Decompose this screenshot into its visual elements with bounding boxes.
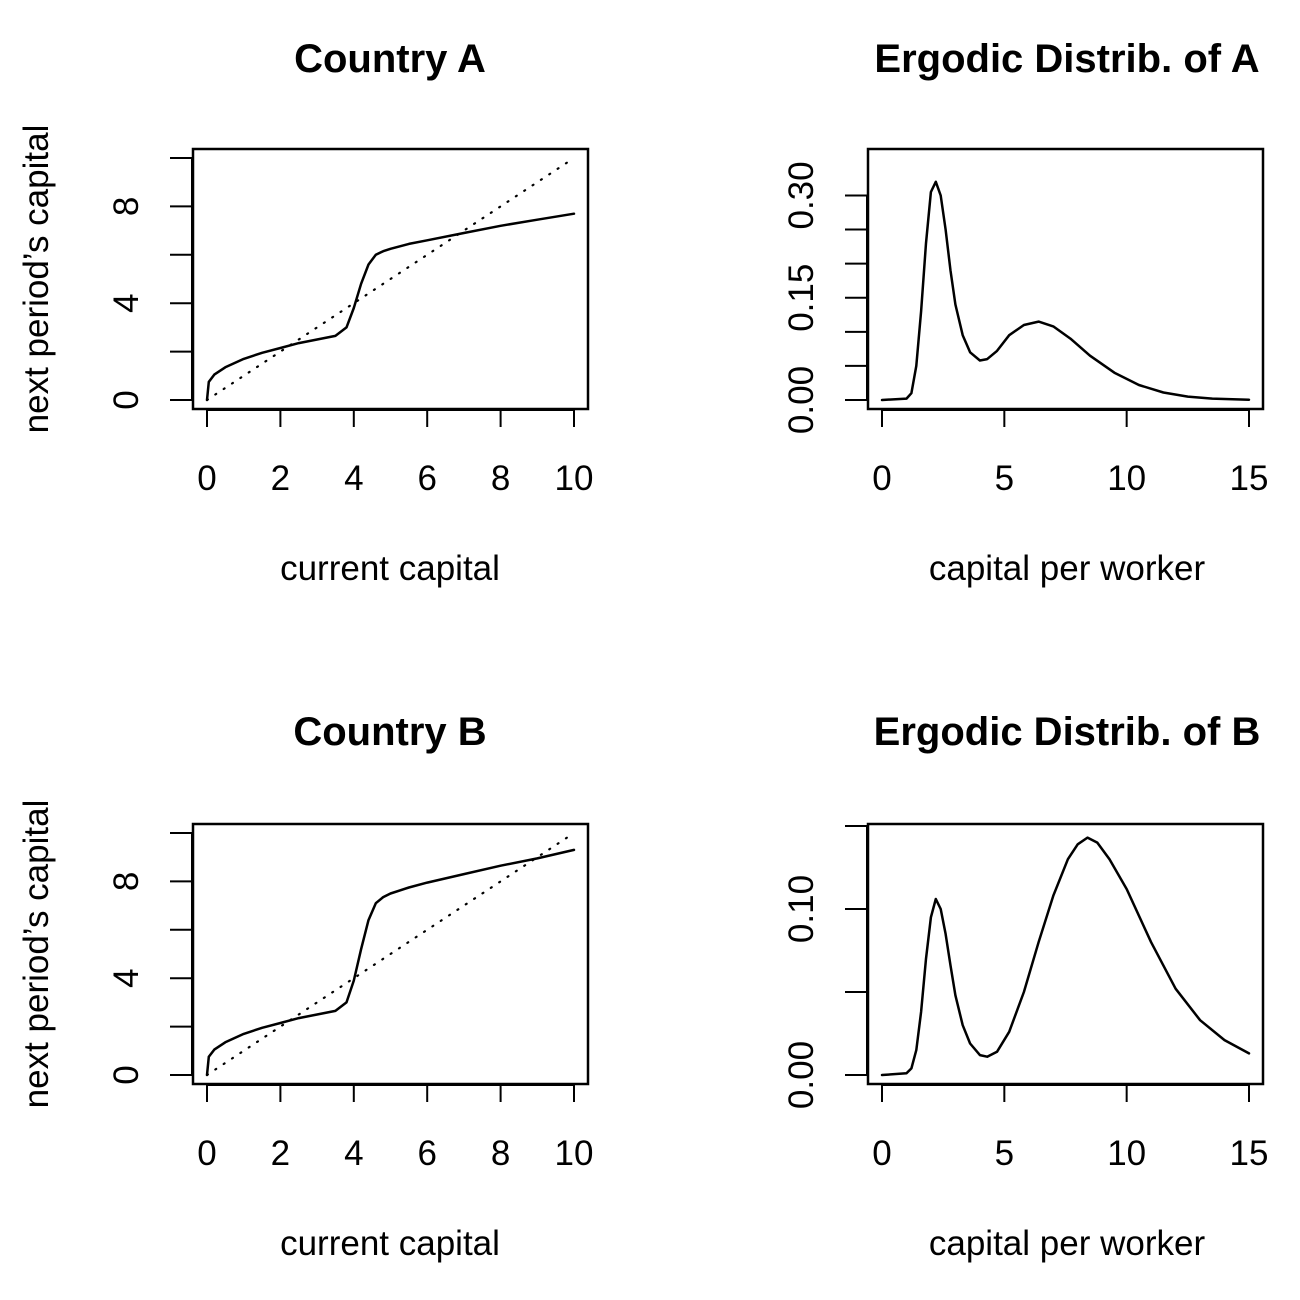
y-tick-label: 0.00 [782,1041,821,1109]
x-tick-label: 15 [1230,459,1269,498]
x-tick-label: 2 [271,459,290,498]
series-line-1 [880,836,1251,1077]
plot-frame [866,147,1265,411]
x-axis-label: capital per worker [929,549,1206,588]
y-tick-label: 0.10 [782,875,821,943]
x-tick-label: 0 [197,459,216,498]
series-line-1 [880,180,1251,402]
x-tick-label: 5 [995,459,1014,498]
chart-title: Country B [293,710,486,754]
y-tick-label: 0 [107,390,146,409]
y-axis-label: next period’s capital [17,800,56,1109]
x-axis-label: current capital [280,549,500,588]
series-line-45-degree [205,831,576,1077]
chart-title: Ergodic Distrib. of B [874,710,1261,754]
x-tick-label: 15 [1230,1134,1269,1173]
x-tick-label: 4 [344,1134,363,1173]
chart-panel-4: Ergodic Distrib. of B capital per worker 0… [782,710,1268,1263]
x-tick-label: 5 [995,1134,1014,1173]
y-tick-label: 0.15 [782,264,821,332]
chart-title: Ergodic Distrib. of A [874,37,1259,81]
y-tick-label: 8 [107,197,146,216]
x-tick-label: 0 [872,459,891,498]
chart-panel-2: Ergodic Distrib. of A capital per worker 0… [782,37,1268,588]
x-tick-label: 4 [344,459,363,498]
x-tick-label: 6 [417,459,436,498]
y-tick-label: 0 [107,1065,146,1084]
chart-title: Country A [294,37,486,81]
y-tick-label: 4 [107,293,146,312]
x-tick-label: 10 [1107,459,1146,498]
series-line-1 [205,848,576,1077]
x-tick-label: 0 [872,1134,891,1173]
x-tick-label: 2 [271,1134,290,1173]
y-tick-label: 0.30 [782,161,821,229]
y-tick-label: 8 [107,872,146,891]
y-tick-label: 0.00 [782,366,821,434]
series-line-45-degree [205,156,576,402]
x-tick-label: 10 [555,459,594,498]
x-tick-label: 8 [491,1134,510,1173]
x-tick-label: 0 [197,1134,216,1173]
chart-panel-1: Country A current capital next period’s ca… [17,37,593,588]
y-axis-label: next period’s capital [17,125,56,434]
x-axis-label: capital per worker [929,1224,1206,1263]
x-tick-label: 10 [1107,1134,1146,1173]
x-tick-label: 6 [417,1134,436,1173]
chart-panel-3: Country B current capital next period’s ca… [17,710,593,1263]
y-tick-label: 4 [107,968,146,987]
series-line-1 [205,212,576,402]
x-axis-label: current capital [280,1224,500,1263]
x-tick-label: 8 [491,459,510,498]
x-tick-label: 10 [555,1134,594,1173]
